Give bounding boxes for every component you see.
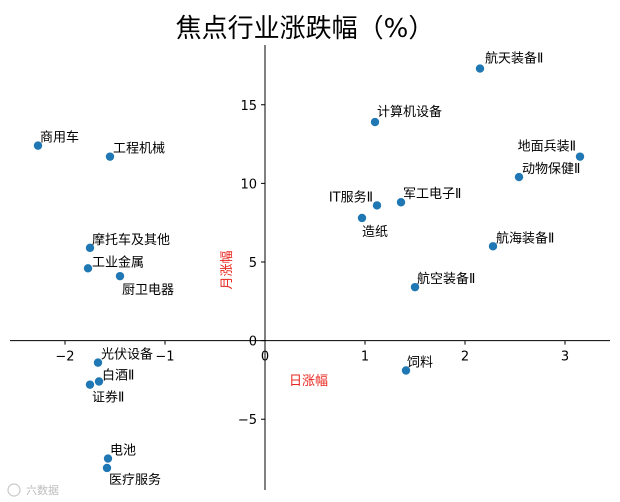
- point-label: 电池: [110, 444, 136, 459]
- data-point: [33, 141, 43, 150]
- point-label: 航空装备Ⅱ: [417, 271, 475, 287]
- data-point: [401, 366, 411, 375]
- data-points: [33, 64, 585, 473]
- x-tick-label: −1: [155, 350, 174, 365]
- x-tick-label: 2: [461, 350, 469, 365]
- y-tick-label: 15: [240, 99, 257, 114]
- point-label: 航海装备Ⅱ: [496, 230, 554, 246]
- tick-labels: −2 −1 0 1 2 3 −5 0 5 10 15: [55, 99, 569, 428]
- point-label: 动物保健Ⅱ: [522, 162, 580, 177]
- point-labels: 航天装备Ⅱ计算机设备商用车工程机械 地面兵装Ⅱ动物保健ⅡIT服务Ⅱ 军工电子Ⅱ造纸航…: [40, 51, 580, 488]
- point-label: 证券Ⅱ: [92, 390, 124, 406]
- data-point: [102, 463, 112, 473]
- point-label: 航天装备Ⅱ: [485, 51, 543, 67]
- point-label: 商用车: [40, 130, 79, 146]
- data-point: [115, 271, 125, 281]
- x-tick-label: 3: [561, 350, 569, 365]
- watermark-logo-icon: [7, 483, 21, 497]
- data-point: [85, 380, 95, 389]
- y-tick-label: 10: [240, 177, 257, 192]
- data-point: [488, 242, 498, 251]
- x-axis-label: 日涨幅: [289, 374, 328, 389]
- x-tick-label: −2: [55, 350, 74, 365]
- data-point: [83, 264, 93, 273]
- data-point: [94, 377, 104, 386]
- data-point: [396, 198, 406, 207]
- watermark-text: 六数据: [26, 483, 59, 497]
- x-tick-label: 0: [261, 350, 269, 365]
- point-label: 摩托车及其他: [92, 232, 170, 248]
- data-point: [357, 213, 367, 223]
- data-point: [475, 64, 485, 73]
- point-label: 地面兵装Ⅱ: [518, 140, 576, 155]
- point-label: 白酒Ⅱ: [102, 368, 134, 384]
- y-tick-label: 5: [249, 256, 257, 271]
- data-point: [514, 172, 524, 182]
- y-axis-label: 月涨幅: [220, 250, 235, 289]
- point-label: 厨卫电器: [122, 283, 174, 298]
- data-point: [85, 243, 95, 253]
- point-label: 军工电子Ⅱ: [403, 187, 461, 202]
- data-point: [93, 358, 103, 367]
- point-label: 造纸: [362, 225, 388, 240]
- point-label: IT服务Ⅱ: [329, 189, 373, 205]
- axes: [10, 45, 610, 490]
- point-label: 饲料: [407, 355, 433, 370]
- point-label: 光伏设备: [101, 347, 153, 363]
- chart-title: 焦点行业涨跌幅（%）: [176, 14, 435, 44]
- y-tick-label: −5: [238, 413, 257, 428]
- point-label: 医疗服务: [109, 472, 161, 488]
- data-point: [370, 117, 380, 127]
- y-tick-label: 0: [249, 335, 257, 350]
- watermark: 六数据: [7, 483, 59, 497]
- point-label: 工业金属: [92, 254, 144, 270]
- data-point: [103, 454, 113, 463]
- data-point: [372, 201, 382, 210]
- point-label: 计算机设备: [377, 104, 442, 120]
- data-point: [105, 152, 115, 161]
- data-point: [575, 152, 585, 161]
- x-tick-label: 1: [361, 350, 369, 365]
- point-label: 工程机械: [113, 142, 165, 157]
- data-point: [410, 282, 420, 292]
